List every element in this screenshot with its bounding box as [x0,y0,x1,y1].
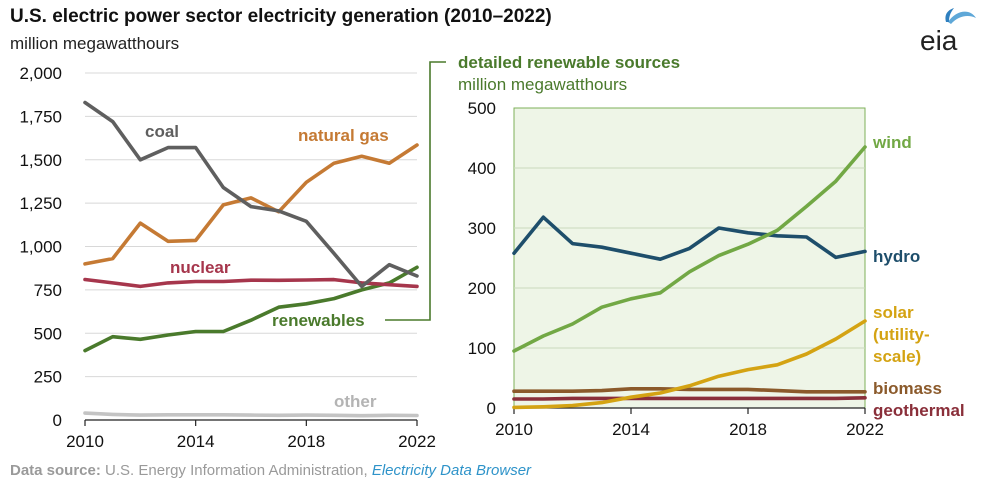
eia-logo: eia [918,8,980,56]
series-line-natural_gas [83,143,419,266]
series-label-other: other [334,392,377,411]
series-label-geothermal: geothermal [873,401,965,420]
data-source-text: U.S. Energy Information Administration, [100,462,372,479]
chart-title: U.S. electric power sector electricity g… [10,6,552,27]
left-y-tick-label: 1,000 [19,238,62,257]
left-y-tick-label: 2,000 [19,64,62,83]
right-y-tick-label: 500 [468,99,496,118]
data-source: Data source: U.S. Energy Information Adm… [10,462,531,479]
right-y-tick-label: 200 [468,279,496,298]
right-y-axis-units: million megawatthours [458,75,627,94]
right-chart: detailed renewable sources million megawa… [458,53,965,439]
left-y-tick-label: 0 [53,411,62,430]
left-y-tick-label: 1,500 [19,151,62,170]
right-x-tick-label: 2018 [729,420,767,439]
left-x-tick-label: 2014 [177,432,215,451]
series-line-renewables [83,265,419,353]
right-y-tick-label: 400 [468,159,496,178]
series-label-wind: wind [872,133,912,152]
right-x-tick-label: 2010 [495,420,533,439]
series-label-coal: coal [145,122,179,141]
left-y-axis-units: million megawatthours [10,34,180,53]
right-x-tick-label: 2014 [612,420,650,439]
left-y-tick-label: 1,750 [19,107,62,126]
series-line-solar [512,319,867,410]
right-y-tick-label: 0 [487,399,496,418]
data-source-link[interactable]: Electricity Data Browser [371,462,532,479]
eia-logo-icon: eia [920,8,976,56]
right-y-tick-label: 100 [468,339,496,358]
left-y-tick-label: 750 [34,281,62,300]
svg-text:eia: eia [920,25,958,56]
series-line-geothermal [512,396,867,401]
series-line-biomass [512,387,867,394]
left-x-tick-label: 2010 [66,432,104,451]
bracket-connector [385,61,446,321]
left-y-tick-label: 500 [34,324,62,343]
left-chart: 0 250 500 750 1,000 1,250 1,500 1,750 2,000 2010 2… [19,64,435,451]
right-x-tick-label: 2022 [846,420,884,439]
series-label-renewables: renewables [272,311,365,330]
data-source-label: Data source: [10,462,101,479]
left-x-tick-label: 2022 [398,432,436,451]
left-y-tick-label: 1,250 [19,194,62,213]
series-label-natural_gas: natural gas [298,126,389,145]
series-label-solar-line: solar [873,303,914,322]
series-line-hydro [512,215,867,261]
series-label-hydro: hydro [873,247,920,266]
series-line-other [83,411,419,418]
series-line-coal [83,100,419,289]
right-plot-panel [513,107,866,409]
bracket-line [385,61,446,321]
left-x-tick-label: 2018 [287,432,325,451]
series-line-wind [512,145,867,353]
series-label-solar-line: scale) [873,347,921,366]
series-label-solar-line: (utility- [873,325,930,344]
right-y-tick-label: 300 [468,219,496,238]
series-line-nuclear [83,277,419,289]
series-label-biomass: biomass [873,379,942,398]
right-chart-title: detailed renewable sources [458,53,680,72]
series-label-nuclear: nuclear [170,258,231,277]
left-y-tick-label: 250 [34,368,62,387]
